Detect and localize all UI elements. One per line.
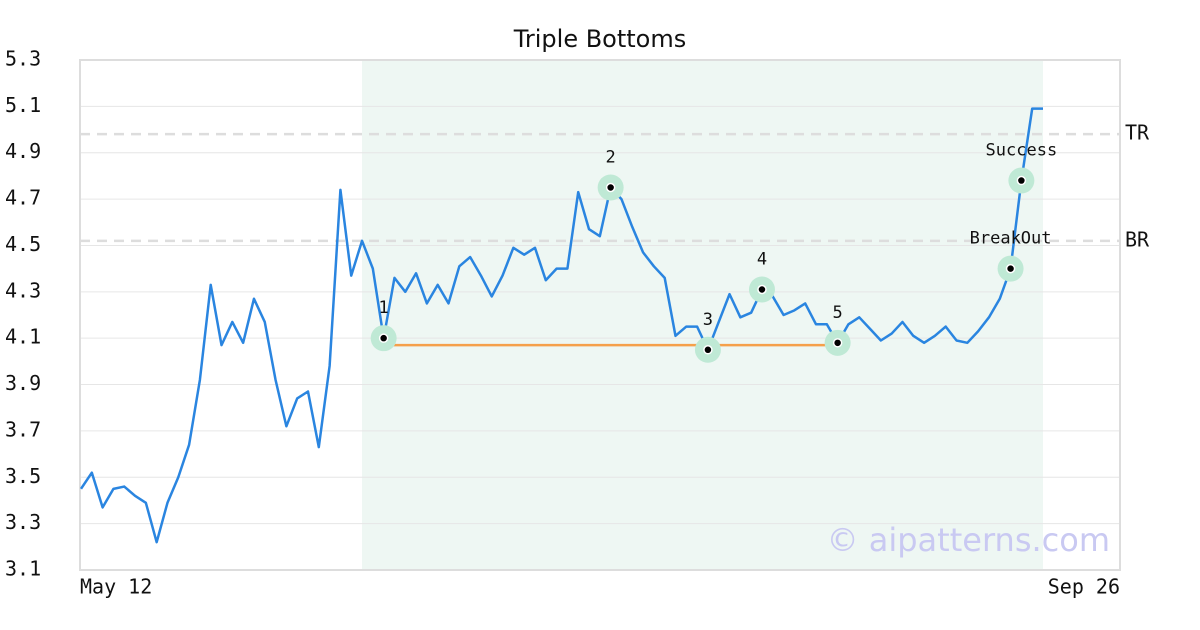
level-label: BR [1125,227,1150,251]
point-marker [1016,175,1027,186]
y-tick-label: 3.1 [5,557,41,581]
y-tick-label: 5.3 [5,47,41,71]
point-marker [605,182,616,193]
pattern-region [362,60,1044,570]
point-marker [832,338,843,348]
chart-title: Triple Bottoms [513,25,687,53]
y-tick-label: 3.5 [5,464,41,488]
y-tick-label: 3.9 [5,371,41,395]
y-tick-label: 4.1 [5,325,41,349]
y-tick-label: 4.5 [5,232,41,256]
point-marker [1005,263,1016,274]
point-label: Success [986,141,1058,161]
x-tick-label: May 12 [80,575,152,599]
level-label: TR [1125,121,1150,145]
y-tick-label: 4.7 [5,186,41,210]
point-label: 2 [606,148,616,168]
watermark: © aipatterns.com [827,521,1110,559]
point-label: 5 [833,303,843,323]
x-tick-label: Sep 26 [1048,575,1120,599]
y-tick-label: 3.7 [5,417,41,441]
point-label: 3 [703,310,713,330]
point-label: BreakOut [970,229,1052,249]
y-tick-label: 3.3 [5,510,41,534]
y-tick-label: 5.1 [5,93,41,117]
point-label: 1 [379,298,389,318]
plot-frame [79,59,1121,571]
point-marker [757,284,767,295]
point-label: 4 [757,250,767,270]
price-line [79,107,1043,544]
point-marker [378,333,389,343]
y-tick-label: 4.9 [5,139,41,163]
point-marker [703,345,713,355]
y-tick-label: 4.3 [5,278,41,302]
